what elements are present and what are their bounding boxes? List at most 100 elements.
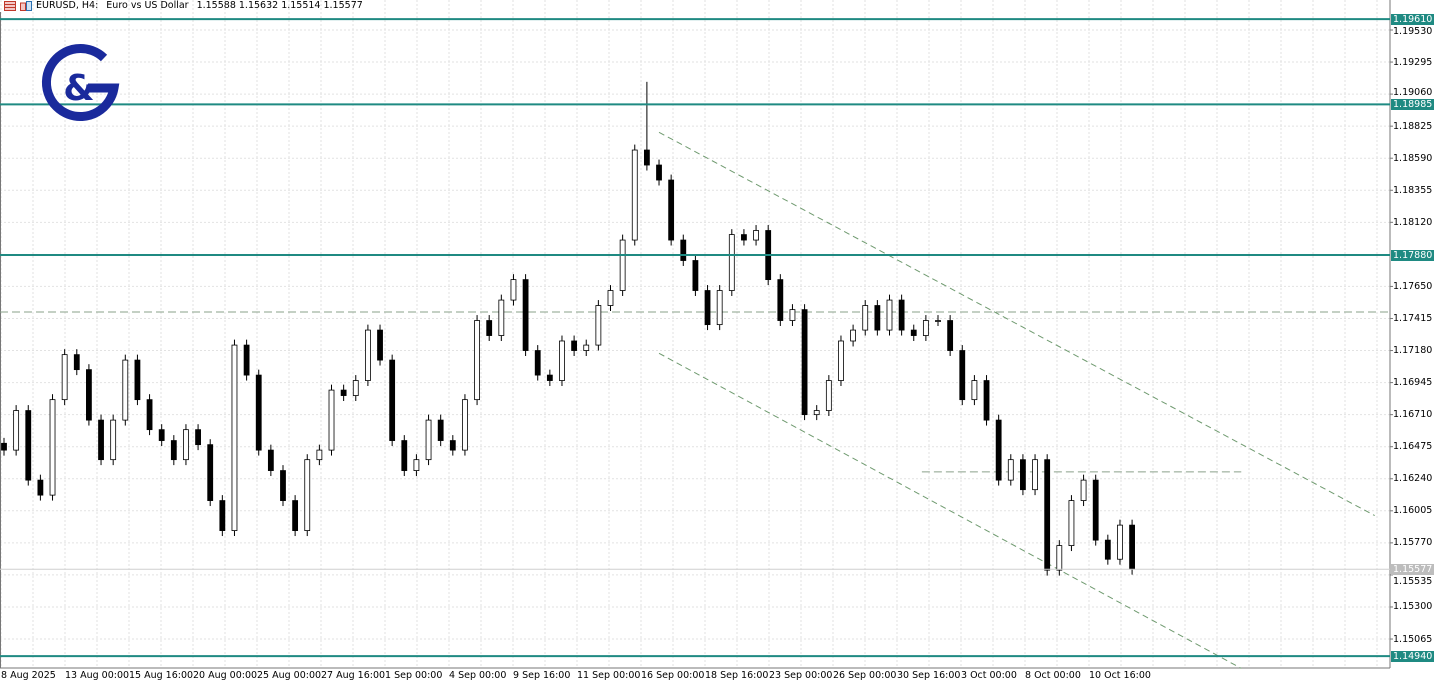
candle-bull xyxy=(413,459,420,471)
candle-bear xyxy=(146,399,153,431)
y-tick-label: 1.19530 xyxy=(1393,25,1433,37)
candle-bull xyxy=(1056,545,1063,571)
candle-bull xyxy=(110,419,117,461)
candle-bear xyxy=(983,380,990,421)
candle-bull xyxy=(1080,479,1087,501)
y-tick-label: 1.18825 xyxy=(1393,120,1433,132)
candle-bear xyxy=(692,260,699,291)
candle-bear xyxy=(255,374,262,451)
candle-bull xyxy=(753,230,759,241)
x-tick-label: 26 Sep 00:00 xyxy=(833,670,897,681)
candle-bull xyxy=(352,380,359,396)
candle-bull xyxy=(862,305,869,331)
candle-bear xyxy=(1092,479,1099,541)
candle-bear xyxy=(280,470,286,501)
x-tick-label: 16 Sep 00:00 xyxy=(641,670,705,681)
y-tick-label: 1.17415 xyxy=(1393,312,1433,324)
price-level-label: 1.19610 xyxy=(1391,13,1435,25)
candle-bear xyxy=(777,279,784,321)
candle-bear xyxy=(668,179,675,241)
candle-bull xyxy=(364,329,371,381)
candle-bull xyxy=(813,410,820,416)
current-price-label: 1.15577 xyxy=(1391,563,1435,575)
candle-bear xyxy=(995,419,1002,481)
ohlc-values: 1.15588 1.15632 1.15514 1.15577 xyxy=(196,0,363,11)
candle-bear xyxy=(25,410,32,481)
x-tick-label: 18 Sep 16:00 xyxy=(705,670,769,681)
candle-bear xyxy=(207,444,214,501)
chart-window-icon[interactable] xyxy=(4,1,16,11)
x-tick-label: 25 Aug 00:00 xyxy=(257,670,322,681)
channel-trendline xyxy=(658,131,1375,517)
candle-bull xyxy=(583,344,590,351)
candle-bear xyxy=(86,369,92,421)
candle-bear xyxy=(680,239,687,261)
x-tick-label: 27 Aug 16:00 xyxy=(321,670,386,681)
candle-bear xyxy=(401,440,408,471)
candle-bear xyxy=(1020,459,1026,491)
x-tick-label: 11 Sep 00:00 xyxy=(577,670,641,681)
symbol-description: Euro vs US Dollar xyxy=(106,0,189,11)
y-tick-label: 1.16710 xyxy=(1393,409,1433,421)
candle-bull xyxy=(1117,524,1123,560)
candle-bear xyxy=(801,309,808,416)
candle-bull xyxy=(462,399,468,451)
y-tick-label: 1.15065 xyxy=(1393,633,1433,645)
x-tick-label: 8 Aug 2025 xyxy=(1,670,56,681)
price-level-label: 1.18985 xyxy=(1391,98,1435,110)
candle-bull xyxy=(971,380,978,401)
candle-bear xyxy=(486,320,493,336)
channel-trendline xyxy=(658,352,1242,669)
candle-bear xyxy=(643,149,650,166)
candle-bear xyxy=(98,419,104,461)
candle-bear xyxy=(340,389,347,396)
candle-bear xyxy=(1129,524,1135,570)
x-tick-label: 9 Sep 16:00 xyxy=(513,670,571,681)
candle-bull xyxy=(825,380,832,411)
y-tick-label: 1.18355 xyxy=(1393,184,1433,196)
y-tick-label: 1.18120 xyxy=(1393,216,1433,228)
candle-bear xyxy=(37,479,44,496)
candle-bull xyxy=(13,410,20,451)
candle-bear xyxy=(546,374,553,381)
candle-bear xyxy=(874,305,881,331)
candle-bear xyxy=(947,320,954,351)
candle-bull xyxy=(886,299,893,331)
x-tick-label: 13 Aug 00:00 xyxy=(65,670,130,681)
x-tick-label: 1 Sep 00:00 xyxy=(385,670,443,681)
candle-bear xyxy=(656,164,662,181)
candle-bear xyxy=(134,359,141,401)
x-tick-label: 3 Oct 00:00 xyxy=(961,670,1017,681)
candle-bull xyxy=(838,340,844,381)
candle-bear xyxy=(158,429,165,441)
candle-bull xyxy=(316,449,323,461)
candle-bull xyxy=(1007,459,1014,481)
candle-bull xyxy=(619,239,626,291)
candle-bull xyxy=(935,320,941,322)
candle-bull xyxy=(595,305,602,346)
candle-bear xyxy=(704,290,711,326)
candle-bear xyxy=(522,279,529,351)
candle-bull xyxy=(474,320,480,401)
candle-bull xyxy=(922,320,929,336)
candle-bull xyxy=(498,299,505,336)
candle-bull xyxy=(231,344,238,531)
svg-text:&: & xyxy=(63,68,94,109)
y-tick-label: 1.17180 xyxy=(1393,345,1433,357)
candle-bear xyxy=(571,340,578,351)
candle-bear xyxy=(898,299,905,331)
y-tick-label: 1.16945 xyxy=(1393,377,1433,389)
chart-header: EURUSD, H4: Euro vs US Dollar 1.15588 1.… xyxy=(4,0,363,12)
candle-bull xyxy=(1032,459,1038,491)
company-logo: & xyxy=(41,44,120,122)
candle-bear xyxy=(534,350,541,376)
price-level-label: 1.14940 xyxy=(1391,650,1435,662)
chart-type-icon[interactable] xyxy=(20,1,32,11)
y-tick-label: 1.19060 xyxy=(1393,86,1433,98)
candle-bear xyxy=(73,354,80,371)
y-tick-label: 1.15300 xyxy=(1393,601,1433,613)
candle-bull xyxy=(716,290,723,326)
candle-bear xyxy=(243,344,250,376)
candle-bear xyxy=(377,329,383,361)
